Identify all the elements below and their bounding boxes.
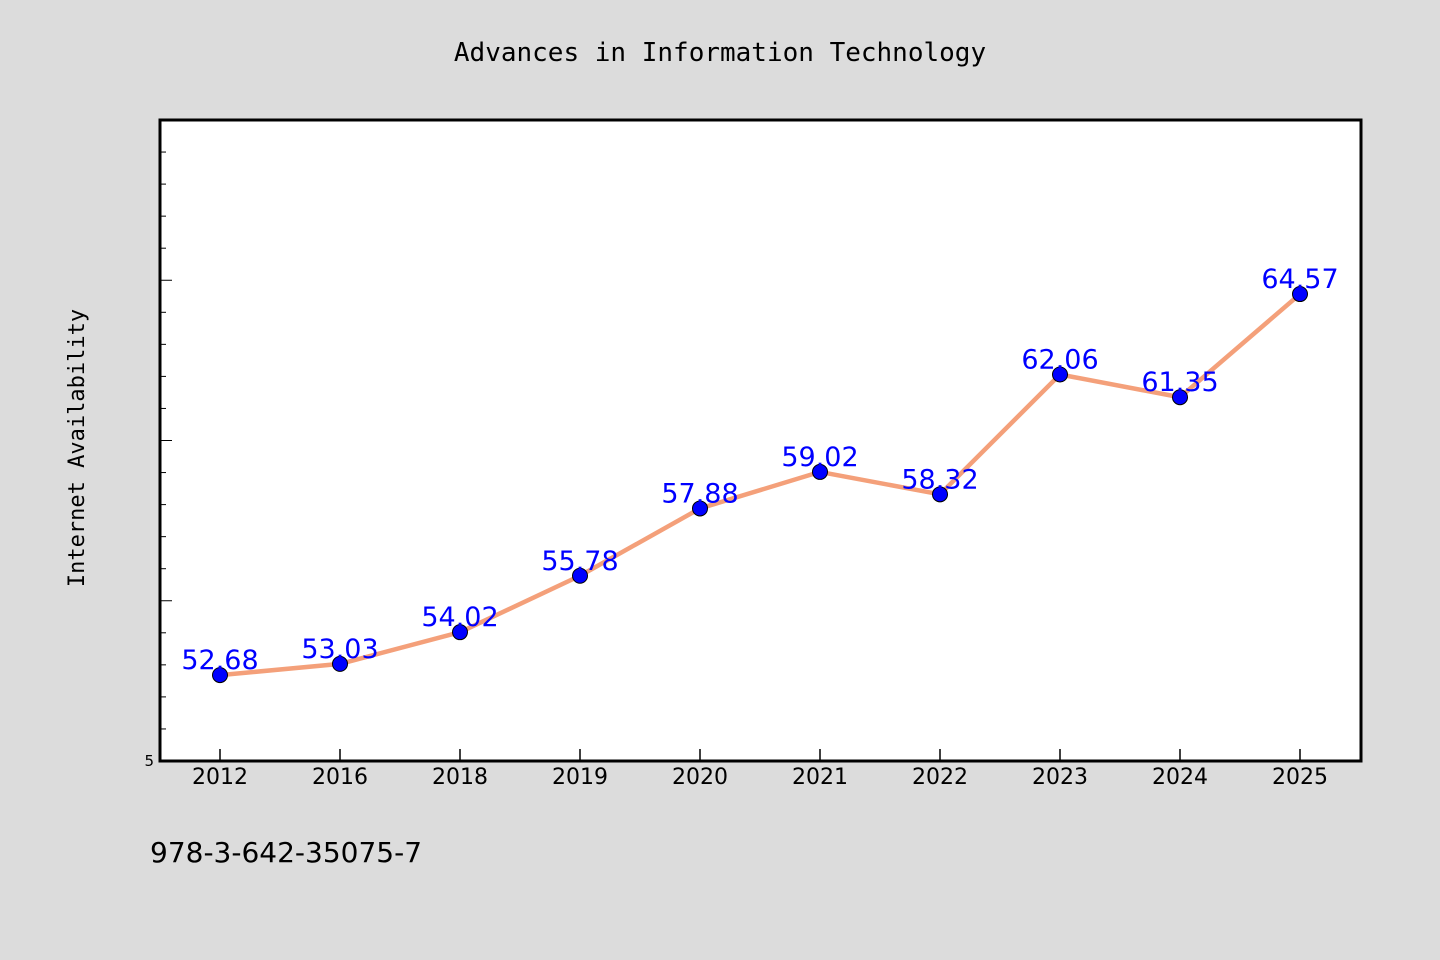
chart-title: Advances in Information Technology — [454, 38, 986, 68]
plot-area — [158, 118, 1363, 763]
x-tick-label: 2018 — [432, 765, 488, 790]
data-label: 59.02 — [781, 442, 858, 473]
x-tick-label: 2025 — [1272, 765, 1328, 790]
x-tick-label: 2012 — [192, 765, 248, 790]
data-label: 64.57 — [1261, 264, 1338, 295]
series-line — [217, 291, 1303, 678]
y-tick-label: 5 — [144, 752, 154, 770]
x-tick-label: 2022 — [912, 765, 968, 790]
data-point — [212, 667, 228, 684]
x-tick-label: 2019 — [552, 765, 608, 790]
y-axis-ticks: 5 — [144, 119, 172, 770]
data-point — [812, 463, 828, 480]
x-tick-label: 2021 — [792, 765, 848, 790]
data-point — [932, 486, 948, 503]
data-point — [692, 500, 708, 517]
x-tick-label: 2020 — [672, 765, 728, 790]
data-label: 62.06 — [1021, 344, 1098, 375]
data-point — [572, 567, 588, 584]
data-label: 57.88 — [661, 478, 738, 509]
data-point — [1292, 286, 1308, 303]
data-label: 58.32 — [901, 464, 978, 495]
y-axis-label: Internet Availability — [65, 309, 90, 587]
data-labels: 52.68 53.03 54.02 55.78 57.88 59.02 58.32 62.06… — [181, 264, 1338, 676]
data-label: 53.03 — [301, 634, 378, 665]
data-label: 55.78 — [541, 546, 618, 577]
data-point — [332, 655, 348, 672]
data-point — [1052, 366, 1068, 383]
data-markers — [212, 286, 1308, 684]
x-tick-label: 2024 — [1152, 765, 1208, 790]
data-point — [452, 624, 468, 641]
data-point — [1172, 389, 1188, 406]
series-line-group — [217, 291, 1303, 678]
data-label: 61.35 — [1141, 367, 1218, 398]
x-tick-label: 2016 — [312, 765, 368, 790]
data-label: 54.02 — [421, 602, 498, 633]
data-label: 52.68 — [181, 645, 258, 676]
x-tick-label: 2023 — [1032, 765, 1088, 790]
footnote-isbn: 978-3-642-35075-7 — [150, 836, 422, 869]
x-axis-ticks: 2012 2016 2018 2019 2020 2021 2022 2023 2024 2025 — [192, 749, 1328, 790]
